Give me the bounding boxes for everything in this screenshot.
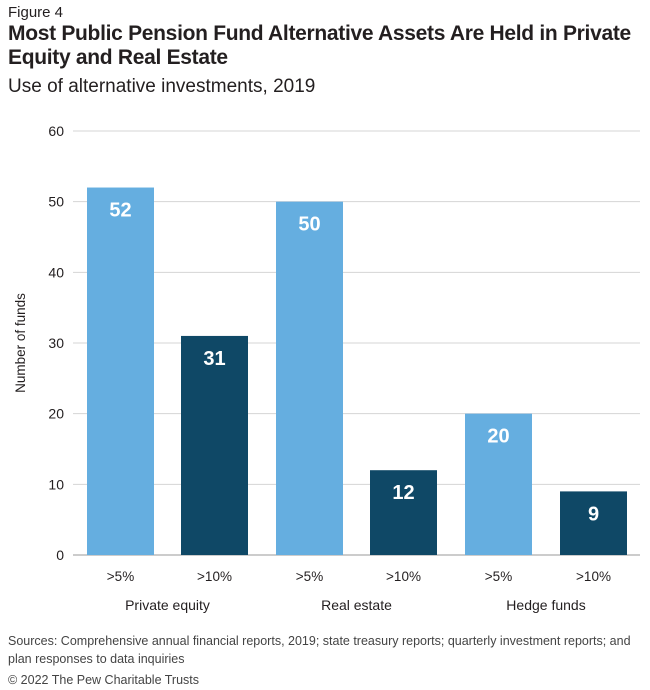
- bar-chart: 0 10 20 30 40 50 60 Number of funds 52 >5% 31 >10% 5…: [13, 123, 640, 613]
- sources-note: Sources: Comprehensive annual financial …: [8, 634, 631, 666]
- data-label: 12: [392, 482, 414, 504]
- x-tick-label: >5%: [485, 569, 512, 584]
- y-tick-label: 40: [48, 264, 64, 280]
- bar: [87, 187, 154, 556]
- bar: [560, 491, 627, 555]
- y-tick-label: 50: [48, 194, 64, 210]
- x-tick-label: >10%: [386, 569, 421, 584]
- x-tick-label: >10%: [576, 569, 611, 584]
- bar: [465, 413, 532, 555]
- y-tick-label: 0: [56, 547, 64, 563]
- data-label: 50: [298, 214, 320, 236]
- bar: [370, 470, 437, 555]
- data-label: 20: [487, 426, 509, 448]
- y-axis-label: Number of funds: [13, 293, 28, 393]
- figure-label: Figure 4: [8, 4, 64, 21]
- x-tick-label: >5%: [296, 569, 323, 584]
- x-tick-label: >10%: [197, 569, 232, 584]
- chart-subtitle: Use of alternative investments, 2019: [8, 76, 316, 97]
- y-tick-label: 20: [48, 406, 64, 422]
- y-tick-label: 10: [48, 476, 64, 492]
- copyright: © 2022 The Pew Charitable Trusts: [8, 673, 200, 687]
- data-label: 31: [203, 348, 225, 370]
- data-label: 9: [588, 503, 599, 525]
- x-group-label: Real estate: [321, 597, 392, 613]
- data-label: 52: [109, 200, 131, 222]
- y-tick-label: 30: [48, 335, 64, 351]
- bar: [276, 201, 343, 555]
- y-tick-label: 60: [48, 123, 64, 139]
- bar: [181, 335, 248, 555]
- x-group-label: Private equity: [125, 597, 210, 613]
- x-tick-label: >5%: [107, 569, 134, 584]
- chart-title: Most Public Pension Fund Alternative Ass…: [8, 22, 631, 69]
- x-group-label: Hedge funds: [506, 597, 585, 613]
